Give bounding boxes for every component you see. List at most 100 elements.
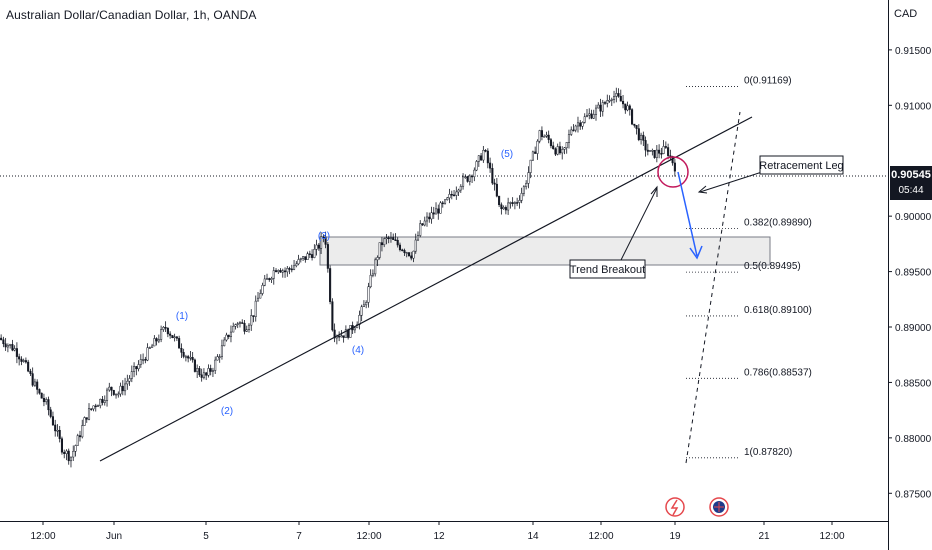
- candle-body: [96, 405, 100, 407]
- candle-body: [42, 398, 45, 403]
- candle-body: [338, 335, 341, 338]
- breakout-callout-arrowhead: [650, 185, 658, 197]
- candle-body: [385, 237, 388, 240]
- candle-body: [581, 122, 584, 127]
- candle-body: [130, 371, 133, 379]
- candle-body: [27, 361, 30, 372]
- candle-body: [473, 169, 476, 178]
- candle-body: [594, 107, 598, 115]
- candle-body: [655, 149, 658, 158]
- candle-body: [99, 398, 102, 406]
- candle-body: [63, 451, 66, 454]
- candle-body: [193, 359, 196, 372]
- price-axis[interactable]: 0.91500 0.91000 0.90000 0.89500 0.89000 0.885…: [888, 46, 932, 500]
- candle-body: [615, 93, 618, 97]
- fib-level-label: 0(0.91169): [744, 76, 792, 87]
- candle-body: [439, 202, 442, 214]
- candle-body: [157, 339, 160, 342]
- candle-body: [667, 147, 670, 156]
- candle-body: [443, 199, 447, 204]
- candle-body: [405, 252, 408, 254]
- candle-body: [628, 105, 631, 110]
- breakout-circle[interactable]: [657, 156, 689, 188]
- candle-body: [133, 366, 136, 372]
- candle-body: [92, 405, 95, 410]
- candle-body: [24, 360, 27, 363]
- candle-body: [148, 347, 151, 349]
- candle-body: [198, 368, 201, 376]
- y-tick-label: 0.88000: [895, 434, 932, 445]
- candle-body: [340, 335, 343, 338]
- candle-body: [342, 335, 345, 338]
- candle-body: [13, 348, 16, 351]
- candle-body: [320, 236, 323, 249]
- candle-body: [371, 273, 374, 276]
- breakout-callout-box[interactable]: [569, 259, 646, 279]
- candle-body: [45, 399, 48, 403]
- candle-body: [103, 400, 106, 403]
- candle-body: [139, 359, 142, 365]
- candle-body: [660, 153, 663, 155]
- candle-body: [306, 253, 309, 260]
- candle-body: [588, 113, 591, 116]
- candle-body: [516, 202, 519, 204]
- candle-body: [54, 424, 57, 432]
- candle-body: [570, 129, 573, 135]
- candle-body: [353, 327, 356, 331]
- candle-body: [558, 146, 561, 154]
- candle-body: [459, 185, 462, 191]
- candle-body: [78, 435, 82, 438]
- candle-body: [554, 148, 557, 155]
- candle-body: [500, 204, 503, 210]
- candle-body: [40, 392, 43, 399]
- candle-body: [31, 373, 34, 386]
- candle-body: [619, 95, 622, 102]
- candle-body: [36, 381, 39, 390]
- candle-body: [549, 139, 552, 147]
- candle-body: [29, 370, 32, 374]
- candle-body: [416, 235, 420, 241]
- dividend-event-icon[interactable]: [665, 497, 685, 517]
- support-zone[interactable]: [319, 236, 771, 266]
- candle-body: [56, 429, 59, 432]
- candle-body: [612, 96, 616, 100]
- fib-level-label: 0.382(0.89890): [744, 217, 812, 228]
- projection-arrow[interactable]: [677, 171, 698, 257]
- current-price-value: 0.90545: [891, 169, 931, 181]
- y-tick-label: 0.87500: [895, 489, 932, 500]
- candle-body: [218, 356, 221, 358]
- candle-body: [617, 93, 620, 97]
- candle-body: [644, 140, 647, 151]
- candle-body: [117, 393, 120, 396]
- candle-body: [234, 324, 237, 327]
- candle-body: [277, 270, 280, 273]
- retracement-callout-arrowhead: [697, 185, 708, 194]
- candle-body: [274, 270, 278, 273]
- ascending-trendline[interactable]: [99, 116, 753, 462]
- fib-retracement[interactable]: 0(0.91169) 0.382(0.89890) 0.5(0.89495) 0.61…: [686, 76, 812, 459]
- candle-body: [243, 322, 246, 332]
- candle-body: [94, 405, 97, 408]
- candle-body: [313, 249, 316, 258]
- candle-body: [567, 134, 571, 143]
- candle-body: [142, 359, 145, 361]
- candle-body: [522, 186, 525, 194]
- candle-body: [223, 339, 226, 347]
- candle-body: [430, 212, 433, 220]
- candle-body: [428, 216, 431, 220]
- candle-body: [536, 140, 539, 154]
- candle-body: [563, 147, 566, 150]
- breakout-callout-text: Trend Breakout: [570, 264, 645, 276]
- candle-body: [81, 425, 84, 438]
- time-axis[interactable]: 12:00 Jun 5 7 12:00 12 14 12:00 19 21 12:00: [30, 521, 845, 542]
- candle-body: [383, 238, 386, 246]
- candle-body: [468, 175, 471, 182]
- candle-body: [410, 255, 413, 259]
- candle-body: [658, 149, 661, 154]
- candle-body: [137, 364, 140, 370]
- retracement-callout-box[interactable]: [759, 155, 844, 175]
- economic-event-flag-icon[interactable]: [709, 497, 729, 517]
- candle-body: [60, 438, 64, 453]
- candle-body: [525, 183, 528, 188]
